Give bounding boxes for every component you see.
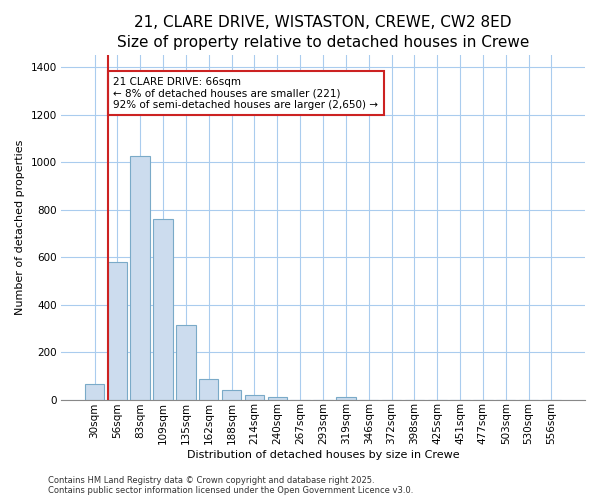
Bar [176, 324, 196, 400]
X-axis label: Distribution of detached houses by size in Crewe: Distribution of detached houses by size … [187, 450, 459, 460]
Bar [154, 219, 173, 400]
Bar [85, 384, 104, 400]
Bar [130, 156, 150, 400]
Title: 21, CLARE DRIVE, WISTASTON, CREWE, CW2 8ED
Size of property relative to detached: 21, CLARE DRIVE, WISTASTON, CREWE, CW2 8… [117, 15, 529, 50]
Bar [245, 395, 264, 400]
Bar [336, 396, 356, 400]
Text: 21 CLARE DRIVE: 66sqm
← 8% of detached houses are smaller (221)
92% of semi-deta: 21 CLARE DRIVE: 66sqm ← 8% of detached h… [113, 76, 379, 110]
Y-axis label: Number of detached properties: Number of detached properties [15, 140, 25, 315]
Text: Contains HM Land Registry data © Crown copyright and database right 2025.
Contai: Contains HM Land Registry data © Crown c… [48, 476, 413, 495]
Bar [107, 262, 127, 400]
Bar [222, 390, 241, 400]
Bar [268, 397, 287, 400]
Bar [199, 380, 218, 400]
